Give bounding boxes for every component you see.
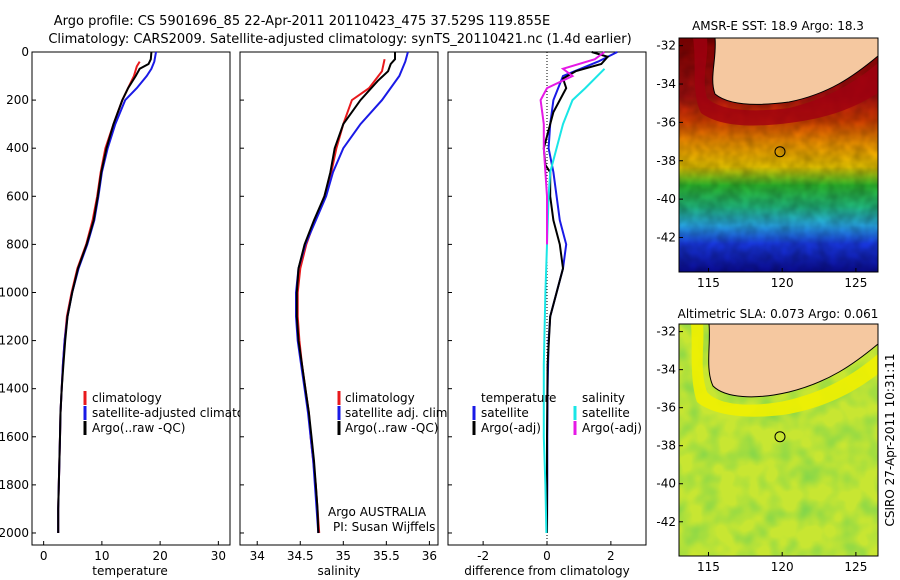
y-tick-label: 0 bbox=[21, 45, 29, 59]
sla-argo-location-marker bbox=[774, 431, 786, 443]
legend-climatology-label: climatology bbox=[92, 391, 162, 405]
map-x-tick-label: 120 bbox=[771, 276, 794, 290]
x-tick-label: 35.5 bbox=[373, 549, 400, 563]
title-line-1: Argo profile: CS 5901696_85 22-Apr-2011 … bbox=[54, 14, 550, 29]
salinity-panel: 34 34.5 35 35.5 36 salinity climatology sate… bbox=[239, 51, 451, 578]
sst-map-image bbox=[679, 38, 878, 272]
x-tick-label: 20 bbox=[152, 549, 167, 563]
sla-map-panel: Altimetric SLA: 0.073 Argo: 0.061 115 120… bbox=[656, 307, 879, 574]
map-y-tick-label: -38 bbox=[656, 439, 676, 453]
x-tick-label: 34 bbox=[250, 549, 265, 563]
difference-panel: -2 0 2 difference from climatology tempera… bbox=[447, 51, 647, 578]
series-temperature-argo-line bbox=[542, 51, 610, 533]
legend-argo-label: Argo(..raw -QC) bbox=[345, 421, 438, 435]
sla-map-image bbox=[679, 324, 878, 556]
map-y-tick-label: -34 bbox=[656, 77, 676, 91]
x-tick-label: 30 bbox=[211, 549, 226, 563]
legend-sal-argo-label: Argo(-adj) bbox=[582, 421, 642, 435]
temperature-xlabel: temperature bbox=[92, 564, 167, 578]
sla-map-frame bbox=[678, 323, 879, 557]
map-y-tick-label: -32 bbox=[656, 39, 676, 53]
y-tick-label: 800 bbox=[6, 237, 29, 251]
legend-salinity-title: salinity bbox=[582, 391, 625, 405]
x-tick-label: 0 bbox=[543, 549, 551, 563]
x-tick-label: 34.5 bbox=[287, 549, 314, 563]
series-argo-line bbox=[57, 51, 153, 533]
temperature-legend: climatology satellite-adjusted climatolo… bbox=[83, 391, 270, 435]
salinity-xlabel: salinity bbox=[317, 564, 360, 578]
x-tick-label: 35 bbox=[336, 549, 351, 563]
y-tick-label: 400 bbox=[6, 141, 29, 155]
x-tick-label: 0 bbox=[40, 549, 48, 563]
legend-satellite-label: satellite-adjusted climatology bbox=[92, 406, 270, 420]
legend-climatology-label: climatology bbox=[345, 391, 415, 405]
legend-argo-label: Argo(..raw -QC) bbox=[92, 421, 185, 435]
map-y-tick-label: -36 bbox=[656, 401, 676, 415]
sla-land bbox=[708, 324, 878, 398]
map-y-tick-label: -42 bbox=[656, 515, 676, 529]
argo-australia-label: Argo AUSTRALIA bbox=[328, 505, 427, 519]
salinity-legend: climatology satellite adj. clim. Argo(..… bbox=[337, 391, 451, 435]
legend-sal-satellite-label: satellite bbox=[582, 406, 630, 420]
map-y-tick-label: -32 bbox=[656, 325, 676, 339]
y-tick-label: 200 bbox=[6, 93, 29, 107]
sla-coast-band bbox=[691, 324, 878, 417]
difference-xlabel: difference from climatology bbox=[464, 564, 630, 578]
x-tick-label: 10 bbox=[94, 549, 109, 563]
y-tick-label: 600 bbox=[6, 189, 29, 203]
map-y-tick-label: -36 bbox=[656, 115, 676, 129]
y-tick-label: 1000 bbox=[0, 285, 29, 299]
y-tick-label: 2000 bbox=[0, 526, 29, 540]
y-tick-label: 1200 bbox=[0, 334, 29, 348]
temperature-axes bbox=[31, 51, 231, 546]
x-tick-label: 2 bbox=[607, 549, 615, 563]
map-x-tick-label: 115 bbox=[697, 276, 720, 290]
legend-temp-satellite-label: satellite bbox=[481, 406, 529, 420]
map-y-tick-label: -34 bbox=[656, 363, 676, 377]
legend-temp-argo-label: Argo(-adj) bbox=[481, 421, 541, 435]
map-x-tick-label: 115 bbox=[697, 560, 720, 574]
sst-map-frame bbox=[678, 37, 879, 273]
title-line-2: Climatology: CARS2009. Satellite-adjuste… bbox=[48, 32, 631, 47]
x-tick-label: 36 bbox=[422, 549, 437, 563]
temperature-panel: 0 10 20 30 0 200 400 600 800 1000 1200 1400 1600 1800… bbox=[0, 45, 270, 578]
map-y-tick-label: -38 bbox=[656, 154, 676, 168]
x-tick-label: -2 bbox=[477, 549, 489, 563]
series-salinity-argo-line bbox=[539, 51, 606, 245]
series-salinity-satellite-line bbox=[542, 68, 606, 534]
map-x-tick-label: 120 bbox=[771, 560, 794, 574]
sst-coast-band bbox=[693, 38, 878, 126]
y-tick-label: 1600 bbox=[0, 430, 29, 444]
legend-satellite-label: satellite adj. clim. bbox=[345, 406, 451, 420]
sst-land bbox=[712, 38, 878, 105]
map-y-tick-label: -40 bbox=[656, 192, 676, 206]
sla-map-title: Altimetric SLA: 0.073 Argo: 0.061 bbox=[678, 307, 879, 321]
pi-label: PI: Susan Wijffels bbox=[333, 520, 435, 534]
map-x-tick-label: 125 bbox=[844, 276, 867, 290]
y-tick-label: 1800 bbox=[0, 478, 29, 492]
salinity-axes bbox=[239, 51, 439, 546]
y-tick-label: 1400 bbox=[0, 382, 29, 396]
map-y-tick-label: -42 bbox=[656, 230, 676, 244]
difference-legend: temperature satellite Argo(-adj) salinit… bbox=[472, 391, 642, 435]
legend-temperature-title: temperature bbox=[481, 391, 556, 405]
map-x-tick-label: 125 bbox=[844, 560, 867, 574]
sst-map-panel: AMSR-E SST: 18.9 Argo: 18.3 bbox=[656, 19, 879, 290]
series-argo-line bbox=[295, 52, 396, 534]
sst-map-title: AMSR-E SST: 18.9 Argo: 18.3 bbox=[692, 19, 864, 33]
sst-argo-location-marker bbox=[774, 146, 786, 158]
map-y-tick-label: -40 bbox=[656, 477, 676, 491]
footer-timestamp: CSIRO 27-Apr-2011 10:31:11 bbox=[883, 353, 897, 526]
